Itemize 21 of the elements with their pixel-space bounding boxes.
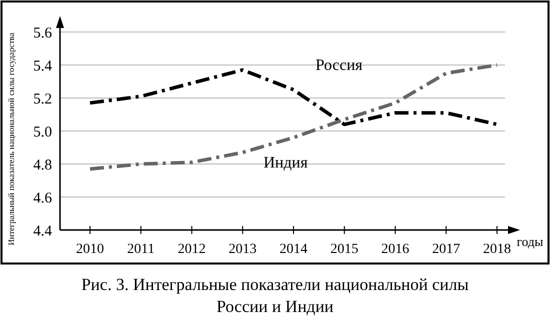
text: Рис. 3. Интегральные показатели национальной силы России и Индии xyxy=(81,275,470,316)
y-tick-label: 4.8 xyxy=(33,157,52,174)
y-tick-label: 5.6 xyxy=(33,25,52,42)
y-tick-label: 5.4 xyxy=(33,58,52,74)
x-tick-label: 2017 xyxy=(432,242,460,257)
x-tick-label: 2016 xyxy=(381,242,410,257)
y-axis-title: Интегральный показатель национальной силы государства xyxy=(6,32,16,246)
x-tick-label: 2018 xyxy=(483,242,511,257)
series-label: Россия xyxy=(316,56,364,74)
x-tick-label: 2012 xyxy=(178,242,206,257)
y-tick-label: 4.6 xyxy=(33,190,52,206)
x-tick-label: 2013 xyxy=(228,242,257,257)
x-tick-label: 2014 xyxy=(280,242,308,257)
series-label: Индия xyxy=(264,154,308,172)
x-axis-title: годы xyxy=(516,234,544,249)
y-tick-label: 4.4 xyxy=(33,223,52,240)
x-tick-label: 2015 xyxy=(330,242,358,257)
x-tick-label: 2011 xyxy=(127,242,155,257)
x-tick-label: 2010 xyxy=(76,242,104,257)
y-tick-label: 5.2 xyxy=(33,91,52,108)
y-tick-label: 5.0 xyxy=(33,124,52,140)
